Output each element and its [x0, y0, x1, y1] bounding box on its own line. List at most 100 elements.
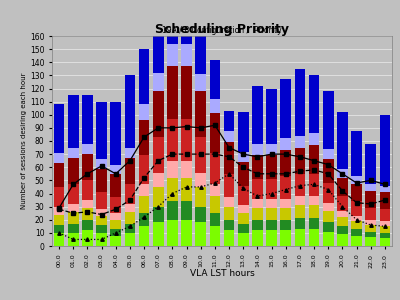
Availability — [71, 182, 76, 186]
Bar — [337, 169, 348, 178]
Bar — [196, 207, 206, 222]
Availability (K) — [255, 172, 260, 175]
Bar — [181, 44, 192, 66]
Bar — [181, 66, 192, 119]
Bar — [54, 233, 64, 246]
Bar — [125, 212, 135, 224]
Availability (Q) — [99, 238, 104, 241]
Bar — [224, 142, 234, 174]
Bar — [110, 102, 121, 165]
Bar — [153, 222, 164, 246]
Bar — [295, 196, 305, 205]
Bar — [68, 204, 78, 212]
Availability — [255, 155, 260, 158]
Availability (K) — [241, 166, 246, 169]
Bar — [380, 192, 390, 209]
Availability — [142, 135, 146, 139]
Bar — [125, 158, 135, 184]
Bar — [337, 211, 348, 217]
Availability (Q) — [128, 224, 132, 228]
Bar — [210, 213, 220, 226]
Bar — [181, 220, 192, 246]
Bar — [54, 207, 64, 214]
Bar — [110, 213, 121, 220]
Bar — [167, 220, 178, 246]
Y-axis label: Number of sessions desiring each hour: Number of sessions desiring each hour — [21, 73, 27, 209]
Availability (K) — [326, 172, 331, 175]
Bar — [323, 211, 334, 222]
Bar — [252, 208, 263, 220]
Bar — [224, 197, 234, 207]
Bar — [196, 74, 206, 91]
Availability (Q) — [57, 231, 62, 235]
Bar — [309, 133, 319, 145]
Bar — [266, 155, 277, 179]
Availability — [368, 178, 373, 182]
Bar — [224, 230, 234, 246]
Bar — [252, 86, 263, 144]
Bar — [167, 66, 178, 119]
Bar — [238, 152, 248, 162]
Bar — [82, 230, 93, 246]
Bar — [266, 88, 277, 144]
Bar — [110, 220, 121, 229]
Bar — [82, 95, 93, 144]
Bar — [196, 172, 206, 187]
Bar — [82, 144, 93, 154]
Bar — [337, 226, 348, 234]
Availability (Q) — [212, 181, 217, 185]
Bar — [295, 218, 305, 229]
Bar — [68, 184, 78, 204]
Bar — [238, 233, 248, 246]
Availability (Q) — [227, 172, 232, 175]
Availability (K) — [198, 152, 203, 156]
Bar — [337, 234, 348, 246]
Bar — [181, 161, 192, 178]
Availability (Q) — [85, 238, 90, 241]
Bar — [337, 217, 348, 226]
Bar — [366, 184, 376, 191]
Bar — [309, 218, 319, 229]
Bar — [139, 120, 149, 155]
Bar — [167, 178, 178, 201]
Bar — [68, 148, 78, 158]
Availability (Q) — [156, 205, 161, 208]
Availability — [128, 159, 132, 163]
Line: Availability: Availability — [57, 124, 387, 210]
Bar — [224, 111, 234, 130]
Availability (K) — [312, 168, 316, 172]
Bar — [366, 208, 376, 220]
Availability — [198, 126, 203, 130]
Bar — [153, 91, 164, 137]
Bar — [366, 144, 376, 184]
Bar — [252, 144, 263, 155]
Bar — [196, 137, 206, 172]
Bar — [280, 220, 291, 230]
Line: Availability (Q): Availability (Q) — [57, 172, 387, 241]
Bar — [139, 49, 149, 104]
Bar — [54, 187, 64, 207]
Availability (Q) — [340, 205, 345, 208]
Availability (K) — [340, 189, 345, 193]
Bar — [153, 137, 164, 172]
Availability (Q) — [170, 192, 175, 195]
Availability (K) — [113, 208, 118, 211]
Bar — [295, 229, 305, 246]
Bar — [295, 174, 305, 196]
Bar — [224, 207, 234, 220]
Bar — [351, 229, 362, 236]
Bar — [167, 119, 178, 161]
Bar — [210, 60, 220, 99]
Availability (Q) — [326, 188, 331, 191]
Availability — [354, 181, 359, 185]
Bar — [110, 165, 121, 174]
Availability — [57, 206, 62, 210]
Availability (K) — [298, 169, 302, 173]
Bar — [68, 95, 78, 148]
Bar — [252, 199, 263, 208]
Bar — [68, 158, 78, 184]
Bar — [252, 230, 263, 246]
Availability (K) — [71, 212, 76, 215]
Bar — [266, 199, 277, 208]
Bar — [167, 201, 178, 220]
